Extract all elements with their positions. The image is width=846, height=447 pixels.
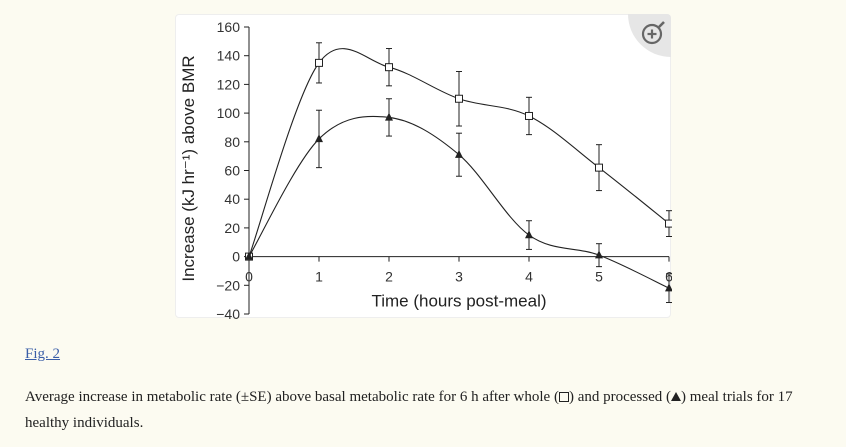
caption-text-1: Average increase in metabolic rate (±SE)… [25, 389, 559, 405]
data-point-triangle [595, 250, 603, 259]
data-point-square [455, 94, 463, 103]
data-point-square [315, 58, 323, 67]
y-tick-label: −40 [216, 306, 240, 319]
x-tick-label: 3 [455, 269, 463, 285]
y-tick-label: 80 [224, 134, 240, 150]
y-tick-label: 60 [224, 163, 240, 179]
data-point-triangle [315, 134, 323, 143]
y-tick-label: 160 [217, 19, 241, 35]
y-tick-label: 100 [217, 105, 241, 121]
data-point-square [595, 163, 603, 172]
data-point-square [385, 63, 393, 72]
x-tick-label: 1 [315, 269, 323, 285]
y-axis-label: Increase (kJ hr⁻¹) above BMR [179, 55, 198, 281]
caption-text-2: ) and processed ( [568, 389, 672, 405]
y-tick-label: −20 [216, 277, 240, 293]
data-point-triangle [665, 283, 672, 292]
x-tick-label: 5 [595, 269, 603, 285]
figure-link[interactable]: Fig. 2 [25, 346, 61, 362]
data-point-triangle [385, 112, 393, 121]
data-point-square [525, 111, 533, 120]
filled-triangle-symbol [671, 392, 682, 401]
x-tick-label: 0 [245, 269, 253, 285]
open-square-symbol [558, 392, 569, 402]
x-axis-label: Time (hours post-meal) [371, 292, 546, 311]
x-tick-label: 4 [525, 269, 533, 285]
y-tick-label: 0 [232, 249, 240, 265]
y-tick-label: 120 [217, 76, 241, 92]
y-tick-label: 20 [224, 220, 240, 236]
y-tick-label: 40 [224, 191, 240, 207]
y-tick-label: 140 [217, 48, 241, 64]
data-point-square [665, 219, 672, 228]
figure-caption: Average increase in metabolic rate (±SE)… [25, 384, 825, 436]
data-point-triangle [525, 230, 533, 239]
data-point-triangle [455, 149, 463, 158]
caption-text-3: ) meal trials for 17 healthy individuals… [25, 389, 793, 431]
data-point-triangle [245, 251, 253, 260]
zoom-in-icon [641, 21, 665, 45]
x-tick-label: 2 [385, 269, 393, 285]
